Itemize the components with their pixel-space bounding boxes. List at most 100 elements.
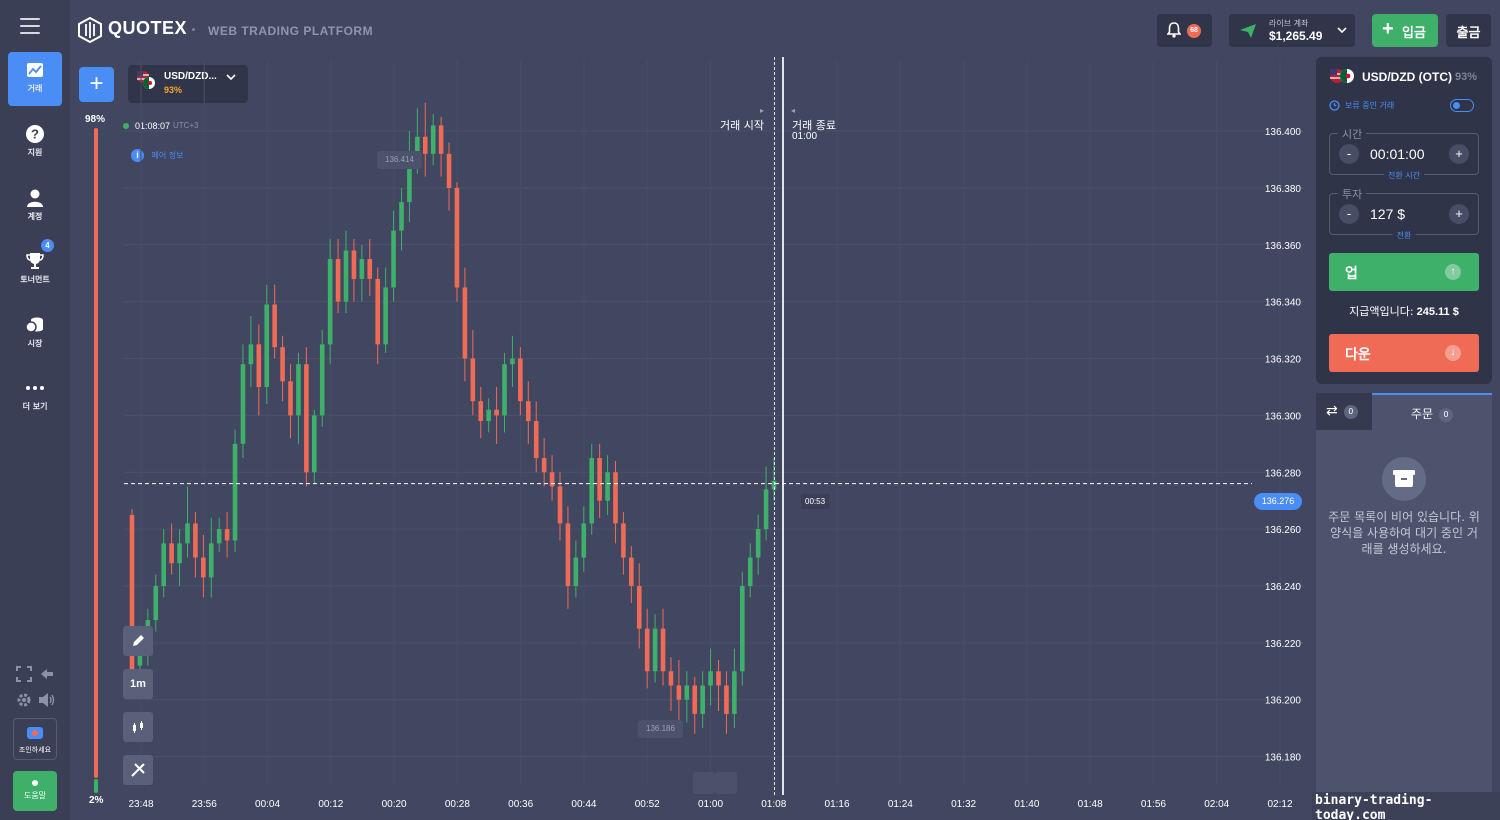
candles <box>124 102 1252 734</box>
notifications-button[interactable]: 68 <box>1157 14 1212 47</box>
timeframe-button[interactable]: 1m <box>123 669 153 699</box>
sidebar-item-label: 더 보기 <box>22 402 48 411</box>
plus-icon: + <box>1382 18 1394 40</box>
sidebar-item-support[interactable]: ? 지원 <box>8 116 62 170</box>
empty-orders-icon <box>1382 457 1426 501</box>
time-tick-label: 00:04 <box>255 799 280 810</box>
price-chart[interactable]: 136.400 136.380 136.360 136.340 136.320 136.3… <box>0 0 1315 820</box>
time-tick-label: 00:12 <box>318 799 343 810</box>
investment-value[interactable]: 127 $ <box>1370 206 1406 222</box>
down-button[interactable]: 다운 ↓ <box>1329 334 1479 372</box>
swap-icon: ⇄ <box>1326 403 1338 419</box>
fullscreen-icon[interactable] <box>16 666 32 682</box>
sentiment-bar-sell <box>94 128 98 778</box>
price-tick-label: 136.340 <box>1265 298 1302 309</box>
time-tick-label: 01:16 <box>825 799 850 810</box>
candle-body <box>216 529 222 544</box>
candle-body <box>494 409 499 416</box>
account-selector[interactable]: 라이브 계좌 $1,265.49 <box>1229 14 1355 47</box>
candle-body <box>319 344 325 416</box>
min-price-label: 136.186 <box>638 720 683 738</box>
sidebar-item-market[interactable]: 시장 <box>8 307 62 361</box>
candle-body <box>573 557 579 586</box>
add-chart-button[interactable]: + <box>79 67 114 102</box>
candle-body <box>351 250 357 279</box>
sidebar-item-trade[interactable]: 거래 <box>8 52 62 106</box>
menu-icon[interactable] <box>20 18 40 34</box>
candle-body <box>193 523 198 558</box>
candle-body <box>185 523 190 544</box>
candle-body <box>629 557 634 586</box>
candle-body <box>454 187 460 288</box>
price-tick-label: 136.360 <box>1265 241 1302 252</box>
orders-count: 0 <box>1439 407 1454 422</box>
join-button[interactable]: 조인하세요 <box>13 718 57 760</box>
help-button[interactable]: 도움말 <box>13 771 57 811</box>
svg-text:?: ? <box>31 127 39 142</box>
candle-body <box>589 458 595 524</box>
help-icon: ? <box>26 125 44 143</box>
switch-investment-link[interactable]: 전환 <box>1392 230 1416 241</box>
candle-body <box>676 685 682 700</box>
time-tick-label: 23:56 <box>192 799 217 810</box>
divider-dot <box>192 28 195 31</box>
candle-body <box>177 543 182 564</box>
asset-name: USD/DZD (OTC) <box>1362 70 1452 84</box>
sidebar-item-account[interactable]: 계정 <box>8 180 62 234</box>
tab-trades[interactable]: ⇄ 0 <box>1316 393 1372 430</box>
chart-type-button[interactable] <box>123 712 153 742</box>
candle-body <box>652 628 658 672</box>
sidebar: 거래 ? 지원 계정 4 토너먼트 시장 더 보기 조인하세요 도움말 <box>0 0 70 820</box>
withdraw-button[interactable]: 출금 <box>1446 14 1491 47</box>
server-time: 01:08:07 <box>135 121 171 131</box>
account-type-label: 라이브 계좌 <box>1269 19 1309 28</box>
tab-orders[interactable]: 주문 0 <box>1372 393 1492 430</box>
candle-body <box>724 685 729 714</box>
sidebar-item-more[interactable]: 더 보기 <box>8 370 62 424</box>
switch-time-link[interactable]: 전환 시간 <box>1384 170 1424 181</box>
investment-increase-button[interactable]: + <box>1449 204 1469 224</box>
scroll-left-button[interactable] <box>693 772 715 794</box>
candle-body <box>478 401 484 422</box>
candle-body <box>708 671 713 686</box>
pending-trade-toggle[interactable] <box>1450 99 1474 112</box>
candle-body <box>208 543 214 578</box>
pencil-icon <box>133 635 144 646</box>
candle-body <box>613 472 618 524</box>
candle-body <box>430 125 436 154</box>
back-icon[interactable] <box>39 666 55 682</box>
candle-body <box>621 523 626 558</box>
candle-body <box>161 543 167 586</box>
sentiment-bar-buy <box>94 779 98 793</box>
flag-right-icon: ▸ <box>760 106 765 115</box>
scroll-right-button[interactable] <box>715 772 737 794</box>
payout-info: 지급액입니다: 245.11 $ <box>1316 303 1492 319</box>
asset-tab[interactable]: USD/DZD... 93% <box>128 65 248 103</box>
sound-icon[interactable] <box>38 692 56 708</box>
empty-orders-text: 주문 목록이 비어 있습니다. 위 양식을 사용하여 대기 중인 거래를 생성하… <box>1328 510 1480 556</box>
time-decrease-button[interactable]: - <box>1339 144 1359 164</box>
candle-body <box>264 304 270 387</box>
candle-body <box>407 153 412 203</box>
time-tick-label: 02:12 <box>1267 799 1292 810</box>
indicators-button[interactable] <box>123 755 153 785</box>
drawing-tool-button[interactable] <box>123 626 153 656</box>
time-increase-button[interactable]: + <box>1449 144 1469 164</box>
candle-body <box>446 153 452 188</box>
time-value[interactable]: 00:01:00 <box>1370 146 1425 162</box>
balance-value: $1,265.49 <box>1269 29 1323 43</box>
candle-body <box>304 364 309 473</box>
candle-body <box>716 671 721 686</box>
currency-flags-icon <box>1330 69 1354 83</box>
settings-icon[interactable] <box>16 692 32 708</box>
up-button[interactable]: 업 ↑ <box>1329 253 1479 291</box>
sidebar-item-label: 거래 <box>27 84 43 93</box>
investment-decrease-button[interactable]: - <box>1339 204 1359 224</box>
time-tick-label: 01:08 <box>761 799 786 810</box>
deposit-button[interactable]: + 입금 <box>1372 14 1438 47</box>
time-tick-label: 00:52 <box>635 799 660 810</box>
candle-body <box>732 671 737 714</box>
candle-body <box>668 671 674 686</box>
sidebar-item-tournaments[interactable]: 4 토너먼트 <box>8 239 62 297</box>
more-icon <box>26 386 44 390</box>
